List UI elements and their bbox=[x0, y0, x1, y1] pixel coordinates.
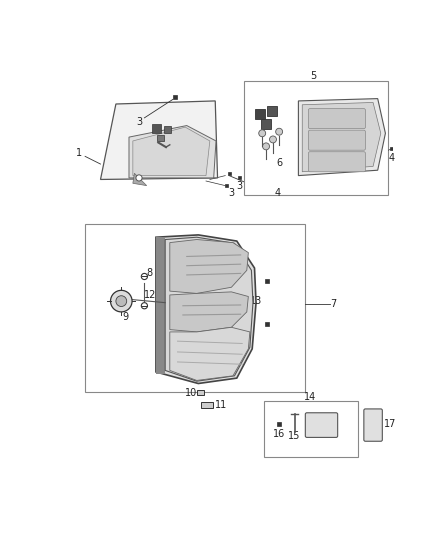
Bar bbox=[267, 106, 277, 116]
Circle shape bbox=[136, 175, 142, 181]
FancyBboxPatch shape bbox=[308, 152, 365, 172]
Circle shape bbox=[276, 128, 283, 135]
Text: 4: 4 bbox=[275, 188, 281, 198]
Text: 4: 4 bbox=[389, 153, 395, 163]
Polygon shape bbox=[170, 239, 248, 294]
Bar bbox=[197, 391, 205, 395]
Text: 1: 1 bbox=[76, 148, 82, 158]
Bar bbox=[390, 147, 393, 150]
Bar bbox=[228, 172, 231, 175]
Bar bbox=[265, 279, 269, 283]
Polygon shape bbox=[129, 126, 216, 178]
FancyBboxPatch shape bbox=[364, 409, 382, 441]
Bar bbox=[201, 402, 213, 408]
Polygon shape bbox=[170, 327, 250, 381]
Polygon shape bbox=[133, 127, 210, 175]
Text: 6: 6 bbox=[276, 158, 282, 167]
Polygon shape bbox=[133, 173, 147, 185]
Circle shape bbox=[259, 130, 266, 137]
Bar bbox=[85, 224, 305, 392]
Text: 3: 3 bbox=[136, 117, 142, 127]
Text: 10: 10 bbox=[184, 387, 197, 398]
Polygon shape bbox=[165, 237, 253, 381]
Text: 9: 9 bbox=[122, 311, 128, 321]
Text: 17: 17 bbox=[384, 419, 396, 429]
Bar bbox=[254, 109, 265, 119]
FancyBboxPatch shape bbox=[308, 109, 365, 128]
Text: 12: 12 bbox=[144, 290, 156, 300]
Bar bbox=[261, 119, 271, 130]
FancyBboxPatch shape bbox=[305, 413, 338, 438]
Bar bbox=[264, 401, 358, 457]
Polygon shape bbox=[170, 292, 248, 332]
Polygon shape bbox=[302, 102, 381, 172]
Bar bbox=[158, 135, 164, 141]
Bar bbox=[173, 95, 177, 99]
FancyBboxPatch shape bbox=[308, 130, 365, 150]
Text: 16: 16 bbox=[273, 429, 285, 439]
Text: 2: 2 bbox=[170, 130, 176, 140]
Polygon shape bbox=[156, 235, 256, 384]
Bar bbox=[244, 81, 389, 195]
Circle shape bbox=[116, 296, 127, 306]
Bar bbox=[265, 322, 269, 326]
Circle shape bbox=[110, 290, 132, 312]
Text: 13: 13 bbox=[250, 296, 262, 306]
Text: 14: 14 bbox=[304, 392, 316, 401]
Bar bbox=[152, 124, 161, 133]
Circle shape bbox=[269, 136, 276, 143]
Text: 11: 11 bbox=[215, 400, 227, 410]
Circle shape bbox=[263, 143, 269, 150]
Text: 3: 3 bbox=[228, 188, 234, 198]
Text: 3: 3 bbox=[236, 181, 242, 191]
Bar bbox=[164, 126, 171, 133]
Text: 15: 15 bbox=[288, 431, 301, 441]
Bar bbox=[156, 237, 165, 374]
Text: 8: 8 bbox=[147, 269, 153, 278]
Bar bbox=[225, 184, 228, 187]
Bar bbox=[237, 176, 240, 180]
Bar bbox=[277, 422, 281, 426]
Polygon shape bbox=[298, 99, 385, 175]
Polygon shape bbox=[100, 101, 218, 180]
Text: 7: 7 bbox=[330, 299, 336, 309]
Text: 5: 5 bbox=[311, 70, 317, 80]
